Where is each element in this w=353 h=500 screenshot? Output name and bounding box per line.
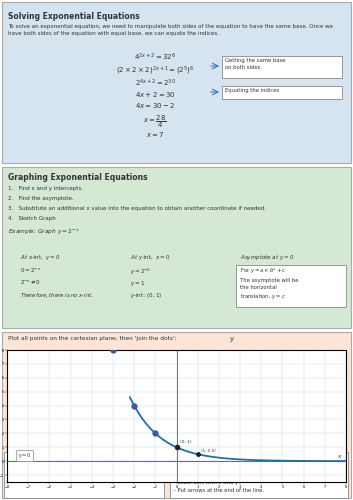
Text: Solving Exponential Equations: Solving Exponential Equations [8,12,140,21]
Text: $2^{4x+2}=2^{30}$: $2^{4x+2}=2^{30}$ [134,78,175,90]
FancyBboxPatch shape [170,452,348,498]
FancyBboxPatch shape [4,452,164,498]
Text: The asymptote will be
the horizontal
translation, $y=c$: The asymptote will be the horizontal tra… [240,278,299,301]
Text: Asymptote at $y=0$: Asymptote at $y=0$ [240,253,294,262]
Text: 3.   Substitute an additional x value into the equation to obtain another coordi: 3. Substitute an additional x value into… [8,206,266,211]
Text: - Label origin (if needed): - Label origin (if needed) [174,464,239,469]
Text: $x=7$: $x=7$ [145,130,164,139]
Text: Substitute another value of x if you are still
not sure of the shape of the grap: Substitute another value of x if you are… [26,456,141,468]
FancyBboxPatch shape [2,332,351,498]
Text: $At\ y\text{-int},\ x=0$: $At\ y\text{-int},\ x=0$ [130,253,170,262]
Text: (0, 1): (0, 1) [180,440,191,444]
Text: $4x=30-2$: $4x=30-2$ [135,101,175,110]
Text: $y=0$: $y=0$ [18,451,31,460]
Text: $y=2^{-0}$: $y=2^{-0}$ [130,267,151,278]
Text: 2.   Find the asymptote.: 2. Find the asymptote. [8,196,74,201]
Text: - Label axial intercepts and asymptote: - Label axial intercepts and asymptote [174,472,276,477]
Text: Equating the indices: Equating the indices [225,88,279,93]
Text: 1.   Find x and y intercepts.: 1. Find x and y intercepts. [8,186,83,191]
FancyBboxPatch shape [222,86,342,99]
Text: Therefore, there is no $x$-int.: Therefore, there is no $x$-int. [20,291,94,300]
Text: (1, 0.5): (1, 0.5) [201,449,216,453]
Text: Include in your graph:: Include in your graph: [174,456,232,461]
Text: $0=2^{-x}$: $0=2^{-x}$ [20,267,41,275]
Text: $(2\times2\times2)^{2x+1}=(2^5)^6$: $(2\times2\times2)^{2x+1}=(2^5)^6$ [116,65,194,78]
Text: When $x=1,\ y=2^{-1}=\dfrac{1}{2}$: When $x=1,\ y=2^{-1}=\dfrac{1}{2}$ [50,472,118,486]
FancyBboxPatch shape [222,56,342,78]
Text: x: x [337,454,341,460]
Text: $x=\dfrac{28}{4}$: $x=\dfrac{28}{4}$ [143,114,167,130]
Text: - Label axis with x and y: - Label axis with x and y [174,480,238,485]
FancyBboxPatch shape [2,2,351,163]
Text: Getting the same base
on both sides.: Getting the same base on both sides. [225,58,286,70]
Text: y: y [230,336,234,342]
Text: To solve an exponential equation, we need to manipulate both sides of the equati: To solve an exponential equation, we nee… [8,24,333,36]
Text: Graphing Exponential Equations: Graphing Exponential Equations [8,173,148,182]
Text: $4x+2=30$: $4x+2=30$ [134,90,175,99]
Text: 4.   Sketch Graph: 4. Sketch Graph [8,216,56,221]
Text: $At\ x\text{-int},\ y=0$: $At\ x\text{-int},\ y=0$ [20,253,60,262]
Text: For $y=a\times b^x+c$: For $y=a\times b^x+c$ [240,267,287,276]
Text: Example: Graph $y=2^{-x}$: Example: Graph $y=2^{-x}$ [8,228,80,237]
Text: $y\text{-int}:(0,1)$: $y\text{-int}:(0,1)$ [130,291,162,300]
Text: Plot all points on the cartesian plane, then 'join the dots':: Plot all points on the cartesian plane, … [8,336,177,341]
FancyBboxPatch shape [236,265,346,307]
FancyBboxPatch shape [2,167,351,328]
Text: $2^{-x}\neq 0$: $2^{-x}\neq 0$ [20,279,41,287]
Text: - Put arrows at the end of the line.: - Put arrows at the end of the line. [174,488,264,493]
Text: $y=1$: $y=1$ [130,279,145,288]
Text: $4^{2x+2}=32^6$: $4^{2x+2}=32^6$ [134,52,176,64]
